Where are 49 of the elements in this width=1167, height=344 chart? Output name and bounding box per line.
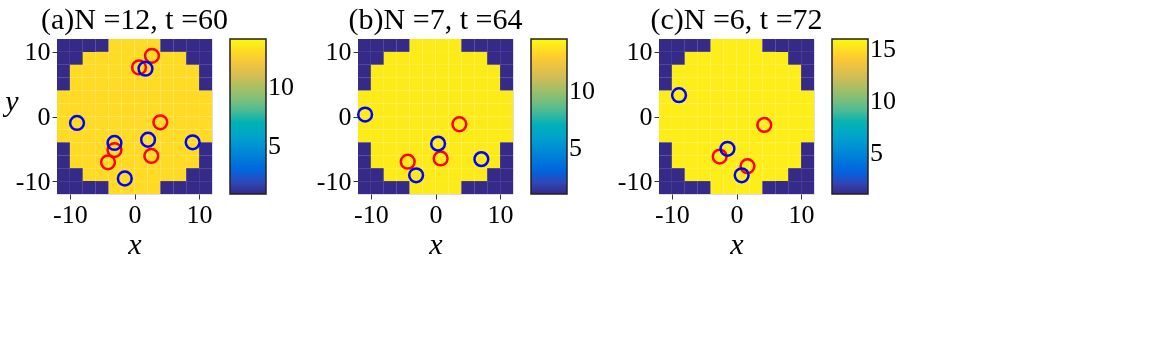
color-bar-label: 5 xyxy=(569,133,582,163)
point xyxy=(152,114,169,131)
point xyxy=(137,60,154,77)
y-tick-label: 0 xyxy=(338,102,352,131)
point xyxy=(143,47,161,64)
y-tick-label: 0 xyxy=(37,102,51,131)
point xyxy=(99,154,117,171)
x-axis-title: x xyxy=(729,226,745,260)
point xyxy=(473,151,490,168)
point xyxy=(139,131,157,148)
x-tick-label: 0 xyxy=(730,199,744,229)
y-tick-label: 10 xyxy=(325,37,352,67)
color-bar-label: 5 xyxy=(268,131,281,161)
point xyxy=(106,134,123,152)
x-tick-label: -10 xyxy=(53,199,88,229)
x-tick-label: -10 xyxy=(354,199,389,229)
point xyxy=(756,116,773,134)
point xyxy=(356,106,374,123)
color-bar-label: 10 xyxy=(870,86,896,115)
x-axis-title: x xyxy=(428,226,444,260)
chart-title: (a)N =12, t =60 xyxy=(40,1,229,36)
y-tick-label: 10 xyxy=(626,37,653,67)
y-tick-label: -10 xyxy=(316,166,352,196)
point xyxy=(451,116,468,133)
x-tick-label: 10 xyxy=(487,199,514,229)
color-bar-label: 10 xyxy=(268,71,294,101)
y-tick-label: -10 xyxy=(617,166,653,196)
point xyxy=(184,134,201,151)
chart-title: (b)N =7, t =64 xyxy=(348,1,523,36)
point xyxy=(429,135,447,152)
x-tick-label: 10 xyxy=(788,199,815,229)
color-bar-label: 5 xyxy=(870,137,883,167)
x-tick-label: 0 xyxy=(429,199,443,229)
color-bar-label: 15 xyxy=(870,34,896,64)
color-bar-label: 10 xyxy=(569,75,595,105)
point xyxy=(116,170,133,187)
point xyxy=(719,140,736,157)
y-tick-label: 10 xyxy=(24,37,51,67)
y-axis-title: y xyxy=(2,84,20,117)
y-tick-label: -10 xyxy=(15,166,51,196)
y-tick-label: 0 xyxy=(639,102,653,131)
point xyxy=(432,150,449,167)
point xyxy=(399,153,416,170)
chart-title: (c)N =6, t =72 xyxy=(650,1,823,36)
point xyxy=(143,147,160,165)
x-axis-title: x xyxy=(127,226,143,260)
x-tick-label: 10 xyxy=(186,199,213,229)
x-tick-label: -10 xyxy=(655,199,690,229)
x-tick-label: 0 xyxy=(128,199,142,229)
